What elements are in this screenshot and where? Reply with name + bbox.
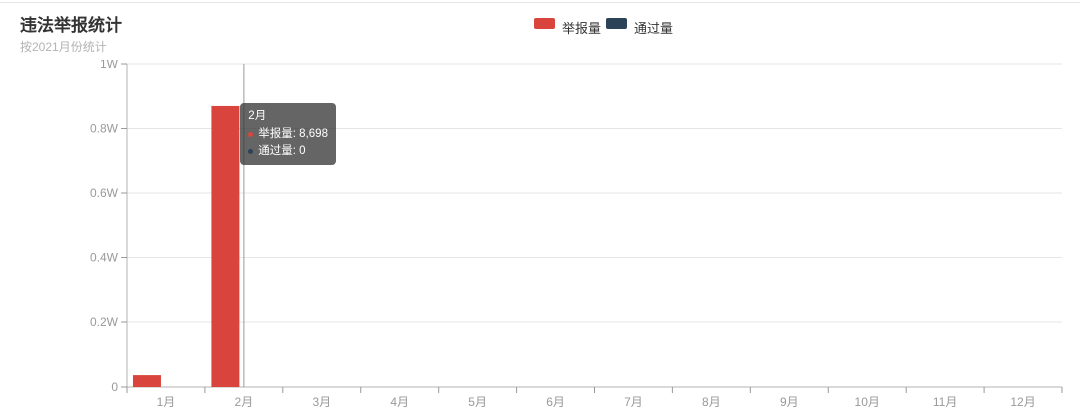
svg-text:11月: 11月 bbox=[933, 395, 957, 409]
svg-text:4月: 4月 bbox=[390, 395, 409, 409]
svg-text:3月: 3月 bbox=[312, 395, 331, 409]
svg-text:5月: 5月 bbox=[468, 395, 487, 409]
svg-text:0.8W: 0.8W bbox=[90, 122, 119, 136]
svg-text:1月: 1月 bbox=[157, 395, 176, 409]
svg-text:12月: 12月 bbox=[1010, 395, 1035, 409]
svg-text:8月: 8月 bbox=[702, 395, 721, 409]
svg-text:7月: 7月 bbox=[624, 395, 643, 409]
svg-text:2月: 2月 bbox=[235, 395, 254, 409]
svg-text:1W: 1W bbox=[100, 60, 119, 71]
svg-text:0: 0 bbox=[111, 380, 118, 394]
svg-text:9月: 9月 bbox=[780, 395, 799, 409]
svg-text:6月: 6月 bbox=[546, 395, 565, 409]
svg-text:0.6W: 0.6W bbox=[90, 186, 119, 200]
svg-text:0.2W: 0.2W bbox=[90, 315, 119, 329]
svg-text:10月: 10月 bbox=[855, 395, 880, 409]
svg-text:0.4W: 0.4W bbox=[90, 251, 119, 265]
